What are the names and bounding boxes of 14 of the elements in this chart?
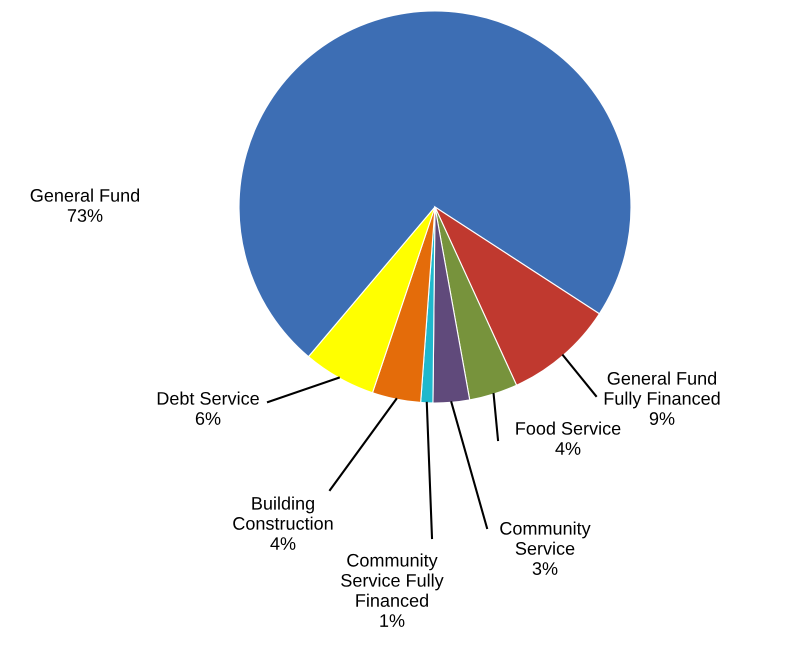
data-label: 1% bbox=[380, 614, 404, 627]
data-label: 73% bbox=[68, 209, 102, 222]
data-label: 3% bbox=[532, 562, 558, 575]
slice-label: General Fund bbox=[30, 188, 140, 202]
slice-label: Food Service bbox=[516, 422, 620, 435]
data-label: 6% bbox=[196, 412, 220, 425]
slice-label: Community Service Fully Financed bbox=[341, 553, 444, 607]
data-label: 4% bbox=[270, 537, 296, 550]
data-label: 4% bbox=[555, 442, 580, 455]
slice-label: Building Construction bbox=[233, 496, 333, 530]
slice-label: General Fund Fully Financed bbox=[604, 371, 720, 408]
slice-label: Community Service bbox=[500, 521, 591, 555]
data-label: 9% bbox=[650, 412, 674, 425]
slice-label: Debt Service bbox=[158, 392, 259, 405]
